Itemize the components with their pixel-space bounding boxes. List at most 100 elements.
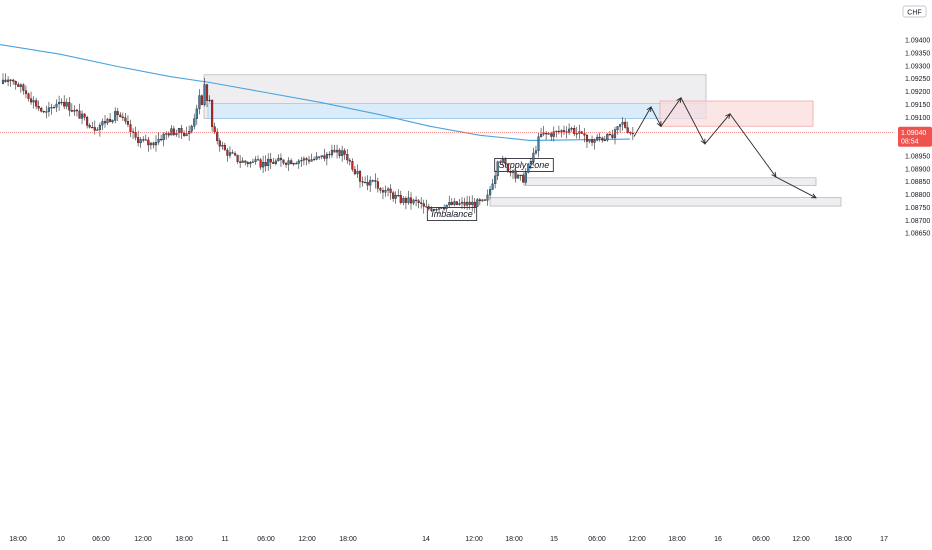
time-tick-label: 18:00 — [505, 536, 523, 543]
price-tick-label: 1.08950 — [905, 153, 930, 160]
candle-down — [399, 195, 402, 203]
candle-up — [491, 183, 494, 190]
candle-down — [591, 139, 594, 143]
candle-up — [387, 188, 390, 191]
candle-up — [621, 121, 624, 125]
candle-up — [262, 162, 265, 168]
time-tick-label: 12:00 — [134, 536, 152, 543]
candle-up — [568, 128, 571, 133]
candle-down — [583, 133, 586, 136]
candle-down — [91, 127, 94, 129]
candle-down — [246, 162, 249, 165]
candle-down — [455, 201, 458, 205]
candle-up — [527, 163, 530, 173]
candle-up — [356, 171, 359, 175]
candle-up — [511, 170, 515, 173]
candle-down — [353, 169, 356, 175]
candle-up — [60, 101, 63, 104]
candle-up — [297, 160, 300, 164]
candle-down — [103, 121, 107, 124]
candle-down — [22, 84, 25, 91]
candle-down — [12, 79, 15, 82]
candle-up — [114, 111, 117, 121]
candle-up — [45, 111, 48, 113]
candle-down — [417, 200, 420, 203]
candle-up — [228, 152, 232, 156]
candle-down — [40, 108, 43, 112]
candle-up — [170, 128, 173, 136]
candle-up — [154, 142, 158, 146]
time-tick-label: 18:00 — [9, 536, 27, 543]
candle-up — [96, 129, 99, 131]
candle-up — [448, 202, 451, 206]
candle-down — [68, 102, 71, 111]
candle-down — [562, 130, 566, 132]
candle-up — [542, 132, 545, 135]
candle-down — [366, 182, 369, 186]
zones-layer: Supply Zone Imbalance — [203, 74, 842, 221]
candle-down — [272, 161, 275, 164]
candle-up — [318, 156, 321, 158]
candle-up — [575, 133, 578, 135]
candle-down — [509, 171, 512, 173]
candle-up — [7, 79, 10, 82]
candle-up — [190, 126, 193, 132]
time-tick-label: 06:00 — [257, 536, 275, 543]
candle-up — [106, 118, 109, 124]
candle-up — [162, 133, 165, 141]
imbalance-zone-label: Imbalance — [431, 209, 473, 219]
candle-up — [486, 194, 489, 201]
candle-up — [445, 204, 448, 209]
candle-up — [412, 199, 415, 204]
candle-down — [631, 132, 634, 135]
price-tick-label: 1.08850 — [905, 179, 930, 186]
supply-zone-label: Supply Zone — [499, 160, 550, 170]
time-tick-label: 16 — [714, 536, 722, 543]
candle-up — [481, 199, 484, 202]
price-tick-label: 1.09400 — [905, 38, 930, 45]
candle-down — [134, 132, 137, 138]
candle-down — [216, 131, 219, 141]
time-axis[interactable]: 18:00 10 06:00 12:00 18:00 11 06:00 12:00 18:00 1… — [9, 536, 888, 543]
candle-up — [555, 130, 558, 133]
candle-up — [177, 128, 181, 134]
candle-down — [147, 139, 150, 146]
candle-up — [606, 134, 609, 141]
candle-up — [438, 207, 441, 210]
candle-up — [300, 160, 303, 162]
candle-down — [328, 153, 331, 156]
candle-down — [167, 133, 170, 136]
projection-arrowhead — [676, 97, 682, 103]
candle-down — [129, 124, 132, 132]
time-tick-label: 06:00 — [588, 536, 606, 543]
candle-up — [466, 201, 469, 206]
moving-average-layer — [0, 44, 631, 141]
candle-down — [506, 163, 509, 173]
candle-up — [529, 161, 532, 165]
candle-down — [295, 163, 298, 165]
candle-down — [415, 199, 418, 201]
candle-up — [537, 136, 540, 151]
candle-down — [234, 153, 237, 156]
candle-up — [616, 126, 619, 131]
candle-up — [185, 133, 188, 136]
candle-down — [468, 201, 471, 205]
candle-down — [430, 208, 433, 211]
zone-label-box — [426, 207, 478, 221]
candle-up — [292, 163, 295, 165]
candle-down — [338, 149, 341, 156]
price-axis[interactable]: 1.09400 1.09350 1.09300 1.09250 1.09200 1.091… — [898, 5, 932, 238]
candle-up — [101, 121, 104, 126]
candle-down — [333, 149, 336, 153]
candle-down — [75, 109, 78, 112]
candle-up — [277, 157, 280, 162]
candle-up — [371, 180, 374, 182]
price-tick-label: 1.09150 — [905, 102, 930, 109]
candle-down — [78, 110, 81, 119]
candle-down — [142, 139, 145, 141]
price-tick-label: 1.09200 — [905, 89, 930, 96]
candle-up — [336, 149, 339, 153]
candle-down — [42, 111, 45, 113]
time-tick-label: 18:00 — [175, 536, 193, 543]
candle-down — [264, 162, 267, 167]
